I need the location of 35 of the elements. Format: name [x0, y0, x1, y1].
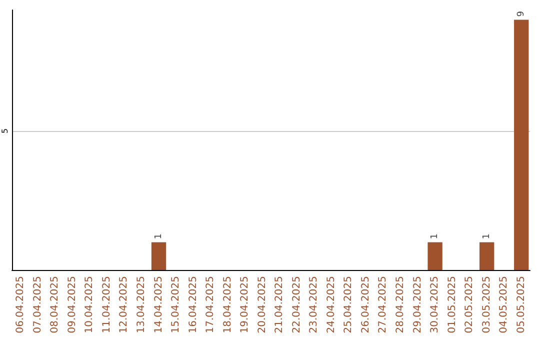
x-tick-label: 21.04.2025: [274, 276, 286, 334]
x-tick-label: 08.04.2025: [50, 276, 61, 334]
x-tick-label: 01.05.2025: [446, 276, 458, 334]
x-tick-label: 24.04.2025: [326, 276, 337, 334]
x-tick-label: 16.04.2025: [188, 276, 199, 334]
x-tick-label: 06.04.2025: [15, 276, 26, 334]
x-tick-label: 14.04.2025: [153, 276, 164, 334]
x-tick-label: 09.04.2025: [66, 276, 78, 334]
x-tick-label: 26.04.2025: [360, 276, 372, 334]
x-tick-label: 20.04.2025: [256, 276, 268, 334]
x-tick-label: 28.04.2025: [395, 276, 406, 334]
x-tick-label: 18.04.2025: [222, 276, 234, 334]
x-tick-label: 17.04.2025: [205, 276, 216, 334]
x-tick-label: 04.05.2025: [498, 276, 510, 334]
data-label: 1: [154, 233, 164, 240]
x-tick-label: 25.04.2025: [343, 276, 354, 334]
x-tick-label: 02.05.2025: [464, 276, 476, 334]
x-tick-label: 29.04.2025: [412, 276, 424, 334]
x-tick-label: 23.04.2025: [308, 276, 320, 334]
data-label: 1: [430, 233, 440, 240]
x-tick-label: 30.04.2025: [430, 276, 441, 334]
x-tick-label: 10.04.2025: [84, 276, 96, 334]
x-tick-label: 03.05.2025: [481, 276, 492, 334]
y-tick-label: 5: [0, 128, 10, 134]
x-tick-label: 27.04.2025: [378, 276, 389, 334]
data-label: 9: [516, 10, 526, 17]
x-tick-label: 05.05.2025: [516, 276, 527, 334]
x-tick-label: 13.04.2025: [136, 276, 147, 334]
data-label: 1: [482, 233, 492, 240]
x-tick-label: 11.04.2025: [101, 276, 112, 334]
x-tick-label: 12.04.2025: [118, 276, 130, 334]
x-tick-label: 22.04.2025: [291, 276, 302, 334]
x-tick-label: 15.04.2025: [170, 276, 182, 334]
x-tick-label: 19.04.2025: [240, 276, 251, 334]
x-tick-label: 07.04.2025: [32, 276, 44, 334]
